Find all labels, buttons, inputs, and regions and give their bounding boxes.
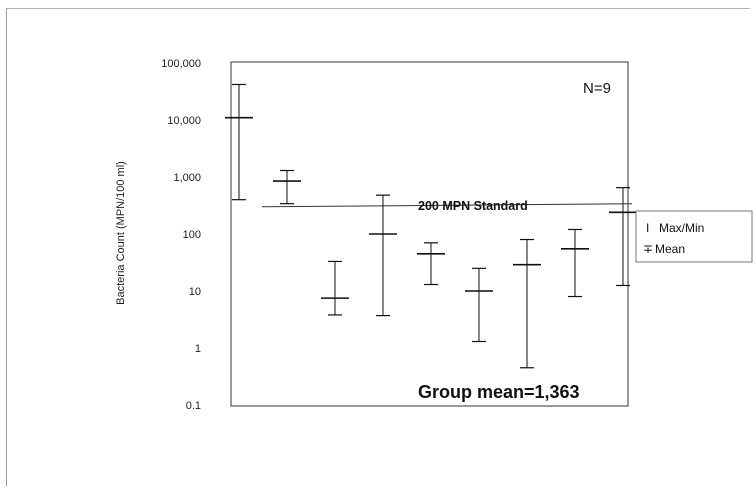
plot-area	[230, 61, 629, 407]
error-bar-group	[609, 187, 637, 287]
legend: I Max/Min ∓ Mean	[635, 210, 753, 263]
error-bar-group	[369, 194, 397, 317]
legend-box	[635, 210, 753, 263]
sample-size-label: N=9	[583, 80, 611, 97]
error-bar-group	[273, 169, 301, 205]
group-mean-label: Group mean=1,363	[418, 382, 580, 402]
error-bar-group	[417, 242, 445, 286]
legend-mean-label: Mean	[655, 242, 685, 256]
y-tick-labels: 0.1 1 10 100 1,000 10,000 100,000	[161, 58, 201, 412]
error-bar-group	[561, 228, 589, 298]
error-bar-group	[225, 83, 253, 201]
error-bar-series	[225, 83, 637, 369]
standard-label: 200 MPN Standard	[418, 199, 528, 213]
y-tick-label: 10,000	[167, 115, 201, 127]
legend-maxmin-label: Max/Min	[659, 221, 704, 235]
legend-maxmin-symbol: I	[646, 221, 649, 235]
error-bar-group	[513, 238, 541, 369]
y-tick-label: 10	[189, 286, 201, 298]
plot-layer	[230, 61, 629, 407]
standard-reference-line	[261, 203, 633, 208]
y-tick-label: 100	[183, 229, 201, 241]
y-tick-label: 1	[195, 343, 201, 355]
legend-mean-symbol: ∓	[643, 242, 653, 256]
y-tick-label: 100,000	[161, 58, 201, 70]
error-bar-group	[465, 267, 493, 343]
chart-frame	[6, 8, 750, 486]
error-bar-group	[321, 260, 349, 316]
y-tick-label: 1,000	[173, 172, 201, 184]
y-axis-label: Bacteria Count (MPN/100 ml)	[115, 161, 127, 305]
y-tick-label: 0.1	[186, 400, 201, 412]
